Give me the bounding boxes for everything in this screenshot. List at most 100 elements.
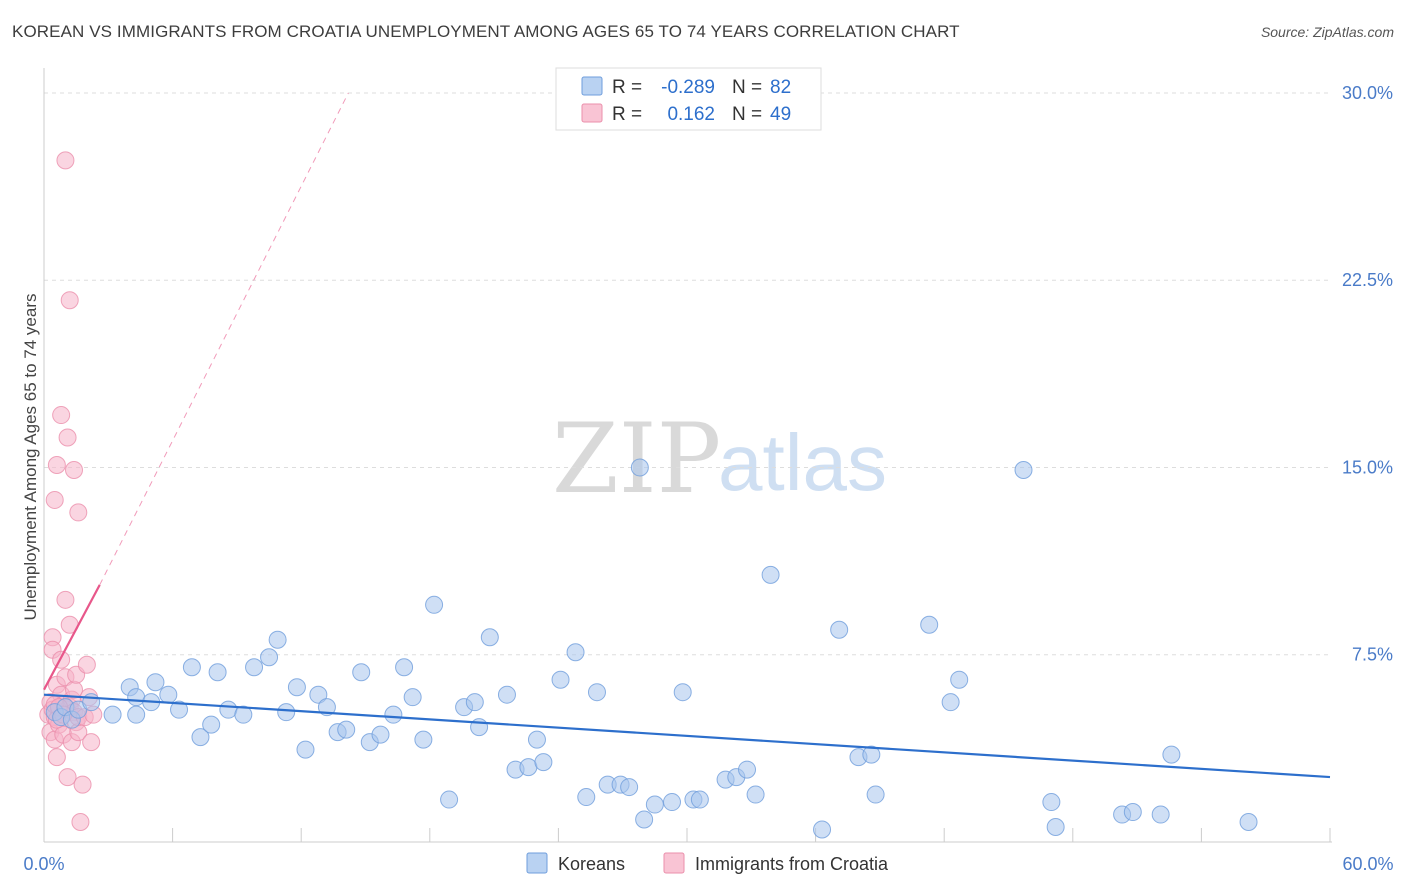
croatia-point bbox=[52, 406, 71, 425]
legend-r-label-koreans: R = bbox=[612, 77, 642, 98]
korean-point bbox=[465, 693, 484, 712]
korean-point bbox=[620, 778, 639, 797]
croatia-point bbox=[73, 775, 92, 794]
korean-point bbox=[673, 683, 692, 702]
koreans-trend-line bbox=[43, 693, 1331, 779]
korean-point bbox=[309, 685, 328, 704]
watermark-atlas: atlas bbox=[718, 418, 887, 507]
korean-point bbox=[480, 628, 499, 647]
korean-point bbox=[746, 785, 765, 804]
series-legend: Koreans Immigrants from Croatia bbox=[526, 852, 889, 874]
koreans-points bbox=[45, 458, 1258, 839]
croatia-trend-extension bbox=[99, 92, 349, 586]
korean-point bbox=[170, 700, 189, 719]
y-tick-label: 7.5% bbox=[1352, 645, 1393, 665]
legend-n-label-koreans: N = bbox=[732, 77, 762, 98]
korean-point bbox=[146, 673, 165, 692]
y-tick-label: 15.0% bbox=[1342, 457, 1393, 477]
korean-point bbox=[519, 758, 538, 777]
x-tick-label-max: 60.0% bbox=[1342, 854, 1393, 874]
y-tick-label: 30.0% bbox=[1342, 83, 1393, 103]
korean-point bbox=[1014, 460, 1033, 479]
croatia-point bbox=[56, 590, 75, 609]
korean-point bbox=[862, 745, 881, 764]
y-axis-label: Unemployment Among Ages 65 to 74 years bbox=[21, 294, 40, 621]
korean-point bbox=[534, 753, 553, 772]
korean-point bbox=[191, 728, 210, 747]
bottom-legend-label-croatia: Immigrants from Croatia bbox=[695, 854, 889, 874]
korean-point bbox=[296, 740, 315, 759]
korean-point bbox=[234, 705, 253, 724]
x-ticks bbox=[172, 828, 1331, 842]
korean-point bbox=[103, 705, 122, 724]
korean-point bbox=[384, 705, 403, 724]
korean-point bbox=[287, 678, 306, 697]
korean-point bbox=[866, 785, 885, 804]
croatia-point bbox=[77, 655, 96, 674]
korean-point bbox=[182, 658, 201, 677]
korean-point bbox=[352, 663, 371, 682]
korean-point bbox=[662, 793, 681, 812]
watermark-zip: ZIP bbox=[552, 403, 721, 515]
korean-point bbox=[1046, 818, 1065, 837]
korean-point bbox=[690, 790, 709, 809]
croatia-point bbox=[47, 455, 66, 474]
korean-point bbox=[127, 705, 146, 724]
legend-swatch-koreans bbox=[581, 76, 603, 96]
bottom-legend-label-koreans: Koreans bbox=[558, 854, 625, 874]
korean-point bbox=[551, 670, 570, 689]
croatia-point bbox=[82, 733, 101, 752]
legend-r-value-croatia: 0.162 bbox=[667, 104, 715, 125]
korean-point bbox=[813, 820, 832, 839]
correlation-legend: R = -0.289 N = 82 R = 0.162 N = 49 bbox=[555, 67, 822, 131]
korean-point bbox=[920, 615, 939, 634]
korean-point bbox=[761, 565, 780, 584]
korean-point bbox=[635, 810, 654, 829]
korean-point bbox=[440, 790, 459, 809]
korean-point bbox=[219, 700, 238, 719]
korean-point bbox=[941, 693, 960, 712]
grid-lines bbox=[44, 92, 1330, 656]
trend-lines bbox=[43, 92, 1331, 779]
korean-point bbox=[1239, 813, 1258, 832]
legend-r-value-koreans: -0.289 bbox=[661, 77, 715, 98]
croatia-point bbox=[56, 151, 75, 170]
korean-point bbox=[1042, 793, 1061, 812]
croatia-point bbox=[65, 460, 84, 479]
watermark: ZIP atlas bbox=[552, 403, 887, 515]
croatia-point bbox=[47, 748, 66, 767]
croatia-point bbox=[60, 291, 79, 310]
y-tick-label: 22.5% bbox=[1342, 270, 1393, 290]
korean-point bbox=[587, 683, 606, 702]
korean-point bbox=[277, 703, 296, 722]
croatia-point bbox=[71, 813, 90, 832]
korean-point bbox=[159, 685, 178, 704]
korean-point bbox=[1162, 745, 1181, 764]
legend-n-value-croatia: 49 bbox=[770, 104, 791, 125]
korean-point bbox=[208, 663, 227, 682]
chart-source: Source: ZipAtlas.com bbox=[1260, 24, 1394, 40]
legend-n-label-croatia: N = bbox=[732, 104, 762, 125]
korean-point bbox=[268, 630, 287, 649]
korean-point bbox=[245, 658, 264, 677]
croatia-points bbox=[39, 151, 103, 832]
croatia-point bbox=[58, 428, 77, 447]
korean-point bbox=[577, 788, 596, 807]
y-tick-labels: 7.5% 15.0% 22.5% 30.0% bbox=[1342, 83, 1393, 665]
croatia-point bbox=[45, 490, 64, 509]
korean-point bbox=[260, 648, 279, 667]
legend-r-label-croatia: R = bbox=[612, 104, 642, 125]
legend-n-value-koreans: 82 bbox=[770, 77, 791, 98]
korean-point bbox=[202, 715, 221, 734]
croatia-point bbox=[58, 768, 77, 787]
legend-swatch-croatia bbox=[581, 103, 603, 123]
croatia-point bbox=[69, 503, 88, 522]
x-tick-label-min: 0.0% bbox=[23, 854, 64, 874]
korean-point bbox=[630, 458, 649, 477]
korean-point bbox=[738, 760, 757, 779]
korean-point bbox=[566, 643, 585, 662]
korean-point bbox=[317, 698, 336, 717]
korean-point bbox=[414, 730, 433, 749]
chart-title: KOREAN VS IMMIGRANTS FROM CROATIA UNEMPL… bbox=[12, 22, 960, 41]
